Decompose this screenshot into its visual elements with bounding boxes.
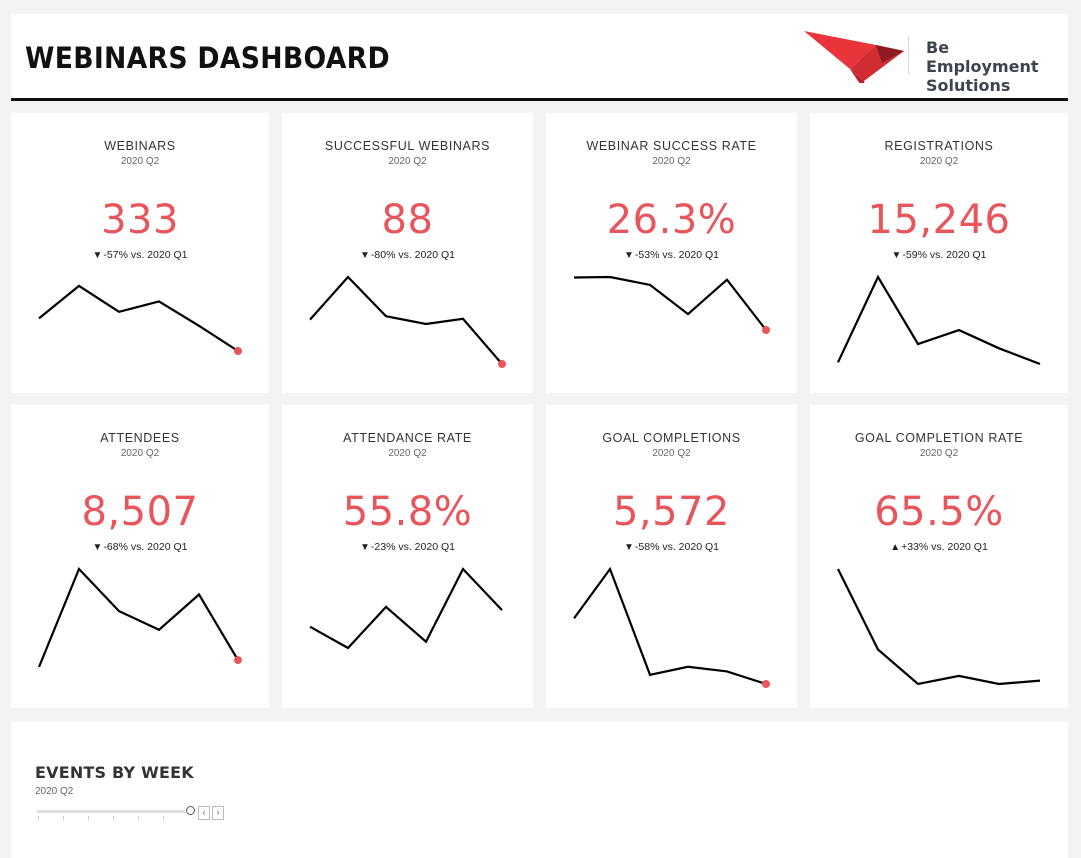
dashboard-header: WEBINARS DASHBOARD Be Employment Solutio… xyxy=(11,14,1068,101)
sparkline-end-point xyxy=(234,656,242,665)
kpi-sparkline xyxy=(837,274,1041,366)
slider-tick xyxy=(63,816,64,820)
week-slider-track[interactable] xyxy=(37,810,185,813)
kpi-value: 15,246 xyxy=(867,197,1011,243)
kpi-period: 2020 Q2 xyxy=(388,448,427,459)
triangle-down-icon: ▼ xyxy=(360,250,370,261)
triangle-down-icon: ▼ xyxy=(360,542,370,553)
kpi-period: 2020 Q2 xyxy=(120,156,160,167)
kpi-delta-text: -53% vs. 2020 Q1 xyxy=(634,249,719,261)
kpi-delta-text: -68% vs. 2020 Q1 xyxy=(103,541,188,553)
kpi-value: 5,572 xyxy=(612,489,730,535)
kpi-sparkline xyxy=(309,275,506,368)
kpi-value: 55.8% xyxy=(342,489,473,535)
sparkline-end-point xyxy=(762,680,770,688)
kpi-period: 2020 Q2 xyxy=(652,448,691,459)
kpi-delta: ▼-53% vs. 2020 Q1 xyxy=(546,249,797,261)
kpi-title: GOAL COMPLETION RATE xyxy=(854,431,1024,445)
events-by-week-panel: EVENTS BY WEEK 2020 Q2 ‹ › xyxy=(11,722,1068,858)
sparkline-end-point xyxy=(234,347,242,355)
sparkline-path xyxy=(837,274,1041,366)
page-title: WEBINARS DASHBOARD xyxy=(25,41,390,75)
kpi-value: 65.5% xyxy=(874,489,1004,535)
kpi-period: 2020 Q2 xyxy=(388,156,427,167)
kpi-delta: ▼-58% vs. 2020 Q1 xyxy=(546,541,797,553)
kpi-delta-text: -59% vs. 2020 Q1 xyxy=(902,249,987,261)
kpi-value: 333 xyxy=(101,197,179,243)
company-name: Be Employment Solutions xyxy=(926,38,1066,95)
company-logo-icon xyxy=(804,31,904,83)
kpi-delta: ▼-59% vs. 2020 Q1 xyxy=(810,249,1068,261)
company-name-line1: Be Employment xyxy=(926,38,1039,76)
kpi-card-registrations: REGISTRATIONS 2020 Q2 15,246 ▼-59% vs. 2020… xyxy=(810,113,1068,393)
chevron-right-icon[interactable]: › xyxy=(212,806,224,820)
kpi-period: 2020 Q2 xyxy=(919,448,959,459)
kpi-period: 2020 Q2 xyxy=(652,156,691,167)
kpi-delta: ▼-23% vs. 2020 Q1 xyxy=(282,541,533,553)
triangle-down-icon: ▼ xyxy=(891,250,902,261)
slider-tick xyxy=(38,816,39,820)
kpi-delta-text: -80% vs. 2020 Q1 xyxy=(370,249,455,261)
sparkline-path xyxy=(309,275,503,365)
kpi-value: 26.3% xyxy=(606,197,737,243)
kpi-title: ATTENDEES xyxy=(100,431,180,445)
kpi-title: WEBINAR SUCCESS RATE xyxy=(586,139,757,153)
triangle-down-icon: ▼ xyxy=(92,542,103,553)
triangle-down-icon: ▼ xyxy=(92,250,103,261)
kpi-delta: ▼-57% vs. 2020 Q1 xyxy=(11,249,269,261)
slider-tick xyxy=(113,816,114,820)
kpi-title: GOAL COMPLETIONS xyxy=(602,431,741,445)
kpi-sparkline xyxy=(837,568,1041,686)
kpi-value: 8,507 xyxy=(81,489,199,535)
kpi-card-goal-completions: GOAL COMPLETIONS 2020 Q2 5,572 ▼-58% vs. 20… xyxy=(546,405,797,708)
kpi-card-attendees: ATTENDEES 2020 Q2 8,507 ▼-68% vs. 2020 Q1 xyxy=(11,405,269,708)
kpi-title: REGISTRATIONS xyxy=(884,139,994,153)
kpi-sparkline xyxy=(309,567,503,650)
kpi-delta-text: -58% vs. 2020 Q1 xyxy=(634,541,719,553)
kpi-delta: ▲+33% vs. 2020 Q1 xyxy=(810,541,1068,553)
chevron-left-icon[interactable]: ‹ xyxy=(198,806,210,820)
slider-tick xyxy=(138,816,139,820)
sparkline-path xyxy=(573,275,767,331)
events-period: 2020 Q2 xyxy=(35,786,74,797)
kpi-period: 2020 Q2 xyxy=(120,448,160,459)
kpi-delta: ▼-68% vs. 2020 Q1 xyxy=(11,541,269,553)
sparkline-path xyxy=(37,567,239,668)
kpi-sparkline xyxy=(38,284,242,355)
triangle-down-icon: ▼ xyxy=(624,250,634,261)
kpi-card-webinars: WEBINARS 2020 Q2 333 ▼-57% vs. 2020 Q1 xyxy=(11,113,269,393)
kpi-card-attendance-rate: ATTENDANCE RATE 2020 Q2 55.8% ▼-23% vs. 202… xyxy=(282,405,533,708)
kpi-delta-text: -57% vs. 2020 Q1 xyxy=(103,249,188,261)
sparkline-end-point xyxy=(498,360,506,368)
kpi-delta-text: +33% vs. 2020 Q1 xyxy=(901,541,988,553)
company-name-line2: Solutions xyxy=(926,76,1011,95)
kpi-sparkline xyxy=(573,275,770,334)
week-slider-handle[interactable] xyxy=(186,806,195,815)
sparkline-path xyxy=(309,567,503,650)
sparkline-path xyxy=(837,568,1041,686)
sparkline-end-point xyxy=(762,326,770,334)
kpi-title: SUCCESSFUL WEBINARS xyxy=(324,139,491,153)
events-title: EVENTS BY WEEK xyxy=(35,763,194,782)
slider-tick xyxy=(163,816,164,820)
slider-tick xyxy=(88,816,89,820)
sparkline-path xyxy=(573,566,767,686)
kpi-value: 88 xyxy=(381,197,434,243)
triangle-up-icon: ▲ xyxy=(890,542,901,553)
kpi-title: ATTENDANCE RATE xyxy=(343,431,472,445)
kpi-delta-text: -23% vs. 2020 Q1 xyxy=(370,541,455,553)
kpi-card-goal-completion-rate: GOAL COMPLETION RATE 2020 Q2 65.5% ▲+33% vs… xyxy=(810,405,1068,708)
logo-divider xyxy=(908,36,909,74)
triangle-down-icon: ▼ xyxy=(624,542,634,553)
kpi-title: WEBINARS xyxy=(104,139,176,153)
kpi-sparkline xyxy=(573,566,770,688)
kpi-delta: ▼-80% vs. 2020 Q1 xyxy=(282,249,533,261)
sparkline-path xyxy=(38,284,239,352)
kpi-sparkline xyxy=(37,567,242,668)
kpi-card-webinar-success-rate: WEBINAR SUCCESS RATE 2020 Q2 26.3% ▼-53% vs… xyxy=(546,113,797,393)
kpi-card-successful-webinars: SUCCESSFUL WEBINARS 2020 Q2 88 ▼-80% vs. 20… xyxy=(282,113,533,393)
kpi-period: 2020 Q2 xyxy=(919,156,959,167)
